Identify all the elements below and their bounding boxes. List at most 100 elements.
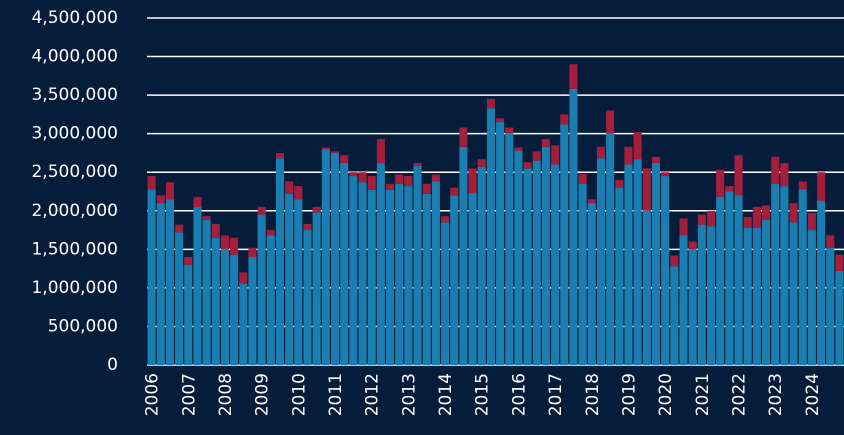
x-tick-label: 2024 bbox=[803, 373, 823, 416]
bar-segment bbox=[523, 168, 532, 365]
x-tick-label: 2009 bbox=[253, 373, 273, 416]
x-tick-label: 2020 bbox=[656, 373, 676, 416]
bar-segment bbox=[496, 122, 505, 365]
bar-segment bbox=[752, 227, 761, 365]
bar-segment bbox=[330, 152, 340, 365]
bar-segment bbox=[184, 257, 193, 265]
bar-segment bbox=[651, 156, 661, 163]
bar-segment bbox=[321, 149, 330, 365]
x-tick-label: 2017 bbox=[546, 373, 566, 416]
x-tick-label: 2010 bbox=[289, 373, 309, 416]
bar-segment bbox=[826, 247, 835, 365]
bar-segment bbox=[826, 235, 835, 248]
bar-segment bbox=[679, 235, 688, 365]
bar-segment bbox=[165, 199, 174, 365]
bar-segment bbox=[633, 159, 642, 365]
bar-segment bbox=[385, 189, 395, 365]
bar-segment bbox=[541, 139, 550, 147]
bar-segment bbox=[798, 181, 807, 190]
bar-segment bbox=[817, 172, 826, 201]
x-tick-label: 2013 bbox=[399, 373, 419, 416]
x-tick-label: 2019 bbox=[619, 373, 639, 416]
x-tick-label: 2018 bbox=[583, 373, 603, 416]
bar-segment bbox=[789, 203, 798, 223]
bar-segment bbox=[679, 218, 688, 236]
bar-segment bbox=[532, 160, 541, 365]
bar-segment bbox=[193, 196, 202, 207]
bar-segment bbox=[349, 176, 358, 365]
bar-segment bbox=[798, 189, 807, 365]
bar-segment bbox=[578, 183, 587, 365]
bar-segment bbox=[514, 147, 523, 151]
bar-segment bbox=[633, 132, 642, 160]
bar-segment bbox=[376, 162, 385, 365]
bar-segment bbox=[596, 158, 606, 365]
bar-segment bbox=[624, 146, 633, 165]
bar-segment bbox=[706, 226, 716, 365]
y-tick-label: 0 bbox=[107, 355, 118, 375]
bar-segment bbox=[762, 205, 771, 221]
bar-segment bbox=[496, 118, 505, 123]
x-tick-label: 2021 bbox=[693, 373, 713, 416]
x-tick-label: 2023 bbox=[766, 373, 786, 416]
bar-segment bbox=[413, 166, 422, 365]
y-tick-label: 2,000,000 bbox=[31, 201, 118, 221]
bar-segment bbox=[266, 230, 275, 236]
bar-segment bbox=[670, 255, 679, 267]
bar-segment bbox=[303, 230, 312, 365]
bar-segment bbox=[156, 203, 165, 365]
bar-segment bbox=[615, 187, 624, 365]
bar-segment bbox=[312, 212, 321, 365]
bar-segment bbox=[340, 162, 349, 365]
bar-segment bbox=[220, 249, 229, 365]
bar-segment bbox=[541, 146, 550, 365]
bar-segment bbox=[257, 206, 266, 215]
bar-segment bbox=[165, 182, 174, 200]
bar-segment bbox=[651, 162, 661, 365]
bar-segment bbox=[220, 235, 229, 250]
bar-segment bbox=[404, 186, 413, 365]
bar-segment bbox=[468, 193, 477, 365]
bar-segment bbox=[734, 155, 743, 196]
bar-segment bbox=[422, 193, 431, 365]
bar-segment bbox=[569, 64, 578, 89]
bar-segment bbox=[211, 223, 220, 238]
bar-segment bbox=[294, 186, 303, 200]
bar-segment bbox=[248, 257, 257, 365]
bar-segment bbox=[349, 172, 358, 177]
bar-segment bbox=[441, 216, 450, 223]
bar-segment bbox=[477, 159, 486, 167]
x-tick-label: 2012 bbox=[363, 373, 383, 416]
bar-segment bbox=[624, 164, 633, 365]
bar-segment bbox=[330, 151, 340, 153]
bar-segment bbox=[716, 169, 725, 197]
bar-segment bbox=[431, 174, 440, 182]
bar-segment bbox=[725, 191, 734, 365]
bar-segment bbox=[551, 145, 560, 165]
bar-segment bbox=[367, 176, 376, 190]
bar-segment bbox=[156, 195, 165, 204]
bar-segment bbox=[835, 254, 844, 271]
bar-segment bbox=[275, 152, 285, 159]
bar-segment bbox=[413, 162, 422, 167]
bar-segment bbox=[762, 220, 771, 365]
bar-segment bbox=[789, 222, 798, 365]
bar-segment bbox=[743, 216, 752, 228]
bar-segment bbox=[642, 168, 651, 211]
bar-segment bbox=[771, 183, 780, 365]
bar-segment bbox=[596, 146, 606, 159]
bar-segment bbox=[578, 173, 587, 184]
bar-segment bbox=[147, 189, 156, 365]
x-tick-label: 2006 bbox=[143, 373, 163, 416]
bar-segment bbox=[606, 110, 615, 134]
y-tick-label: 1,000,000 bbox=[31, 278, 118, 298]
bar-segment bbox=[385, 183, 395, 190]
bar-segment bbox=[175, 224, 184, 233]
bar-segment bbox=[523, 162, 532, 169]
bar-segment bbox=[321, 147, 330, 150]
bar-segment bbox=[725, 186, 734, 192]
y-tick-label: 4,500,000 bbox=[31, 8, 118, 28]
bar-segment bbox=[697, 214, 706, 225]
bar-segment bbox=[477, 166, 486, 365]
bar-segment bbox=[780, 186, 789, 365]
